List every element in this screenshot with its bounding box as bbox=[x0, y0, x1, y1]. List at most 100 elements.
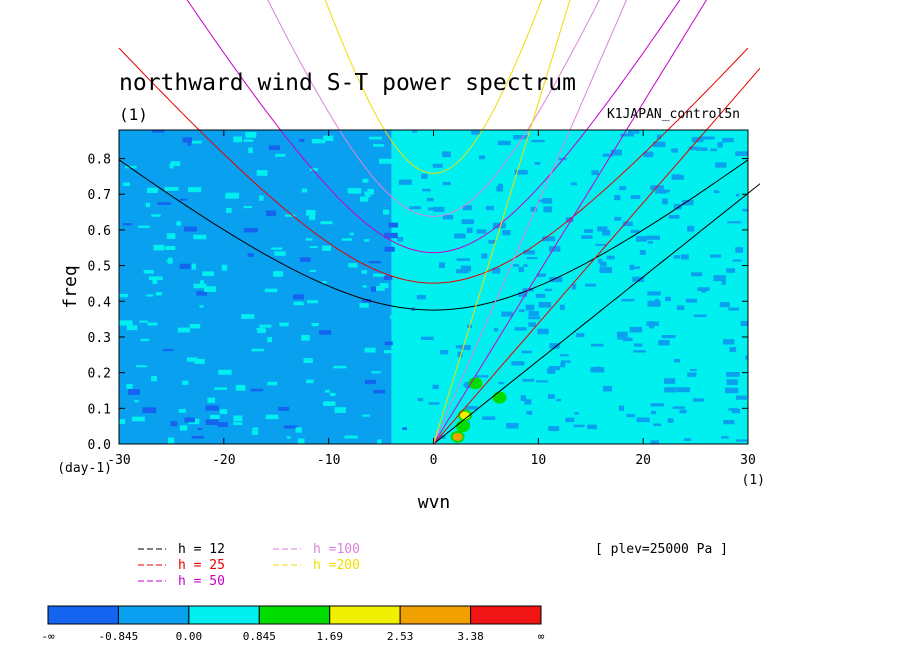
speck bbox=[742, 208, 748, 212]
speck bbox=[364, 347, 376, 353]
speck bbox=[359, 196, 369, 202]
speck bbox=[170, 161, 181, 167]
speck bbox=[528, 316, 541, 320]
speck bbox=[349, 232, 354, 236]
speck bbox=[560, 360, 571, 363]
speck bbox=[151, 130, 165, 133]
speck bbox=[636, 417, 650, 423]
speck bbox=[688, 146, 700, 151]
speck bbox=[581, 235, 593, 239]
colorbar-swatch bbox=[329, 605, 401, 625]
speck bbox=[573, 424, 585, 428]
speck bbox=[361, 298, 372, 303]
speck bbox=[606, 255, 615, 260]
speck bbox=[616, 331, 628, 337]
speck bbox=[726, 371, 740, 377]
y-tick-label: 0.1 bbox=[88, 402, 111, 417]
speck bbox=[191, 140, 202, 144]
speck bbox=[384, 232, 398, 239]
speck bbox=[692, 398, 705, 402]
colorbar-label: -∞ bbox=[41, 630, 55, 643]
x-tick-label: -10 bbox=[317, 453, 340, 468]
speck bbox=[162, 349, 174, 352]
speck bbox=[556, 398, 562, 402]
speck bbox=[432, 384, 439, 390]
speck bbox=[166, 259, 171, 262]
speck bbox=[676, 387, 691, 393]
speck bbox=[622, 221, 633, 227]
speck bbox=[536, 273, 546, 277]
speck bbox=[501, 311, 513, 317]
curve-gravity bbox=[118, 47, 749, 284]
speck bbox=[151, 376, 157, 382]
speck bbox=[565, 417, 575, 423]
speck bbox=[383, 209, 390, 215]
speck bbox=[209, 414, 220, 420]
speck bbox=[683, 438, 692, 441]
x-tick-label: 0 bbox=[430, 453, 438, 468]
speck bbox=[256, 327, 265, 330]
speck bbox=[549, 343, 560, 349]
legend-label: h = 50 bbox=[178, 574, 225, 589]
speck bbox=[402, 427, 407, 430]
feature-blob bbox=[455, 420, 470, 433]
speck bbox=[193, 234, 207, 240]
speck bbox=[476, 375, 489, 378]
speck bbox=[650, 185, 664, 191]
curve-kelvin bbox=[119, 67, 760, 444]
speck bbox=[689, 368, 697, 372]
speck bbox=[710, 148, 717, 152]
speck bbox=[649, 324, 655, 329]
speck bbox=[520, 395, 527, 402]
speck bbox=[432, 163, 443, 168]
speck bbox=[389, 315, 398, 320]
speck bbox=[126, 383, 133, 389]
speck bbox=[629, 264, 634, 271]
speck bbox=[368, 136, 382, 140]
speck bbox=[585, 283, 597, 287]
speck bbox=[383, 275, 393, 280]
speck bbox=[729, 347, 737, 352]
speck bbox=[347, 188, 362, 194]
speck bbox=[247, 253, 254, 257]
speck bbox=[498, 183, 503, 187]
speck bbox=[396, 371, 408, 377]
speck bbox=[199, 305, 204, 308]
speck bbox=[416, 294, 426, 300]
speck bbox=[534, 162, 541, 165]
y-tick-label: 0.4 bbox=[88, 295, 112, 310]
speck bbox=[463, 383, 472, 386]
speck bbox=[179, 198, 188, 201]
speck bbox=[679, 409, 687, 414]
speck bbox=[482, 416, 496, 420]
speck bbox=[205, 419, 219, 426]
speck bbox=[639, 250, 646, 255]
speck bbox=[747, 442, 748, 444]
speck bbox=[299, 138, 305, 142]
speck bbox=[217, 422, 228, 428]
speck bbox=[628, 130, 640, 134]
y-tick-labels: 0.0 0.1 0.2 0.3 0.4 0.5 0.6 0.7 0.8 bbox=[88, 153, 112, 453]
speck bbox=[478, 155, 486, 160]
speck bbox=[379, 158, 393, 164]
speck bbox=[135, 365, 148, 368]
speck bbox=[514, 327, 527, 331]
colorbar-swatch bbox=[258, 605, 331, 625]
speck bbox=[134, 400, 139, 403]
speck bbox=[518, 309, 525, 313]
speck bbox=[322, 281, 327, 284]
speck bbox=[322, 401, 336, 406]
chart-subtitle: (1) bbox=[119, 105, 148, 124]
speck bbox=[375, 286, 385, 291]
colorbar-label: 0.00 bbox=[176, 630, 203, 643]
speck bbox=[311, 322, 319, 327]
speck bbox=[384, 246, 395, 252]
speck bbox=[207, 397, 216, 404]
speck bbox=[701, 136, 715, 140]
x-tick-label: 30 bbox=[740, 453, 756, 468]
speck bbox=[384, 341, 393, 346]
speck bbox=[397, 309, 403, 313]
speck bbox=[226, 207, 232, 213]
curve-kelvin bbox=[119, 0, 571, 444]
